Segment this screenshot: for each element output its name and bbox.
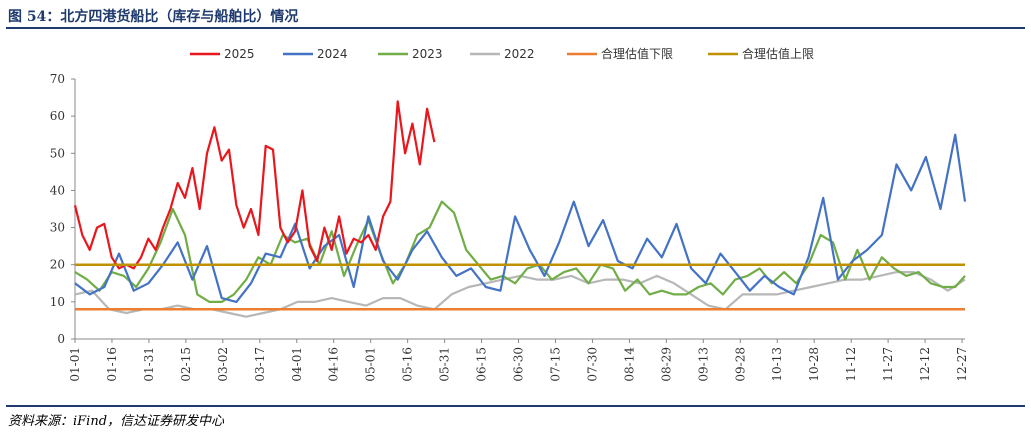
legend-label: 合理估值上限 bbox=[742, 46, 814, 61]
figure-title: 图 54：北方四港货船比（库存与船舶比）情况 bbox=[8, 9, 299, 25]
y-tick-label: 30 bbox=[50, 221, 65, 235]
title-rule bbox=[6, 27, 1025, 29]
source-note: 资料来源：iFind，信达证券研发中心 bbox=[8, 414, 225, 429]
x-tick-label: 04-01 bbox=[290, 347, 304, 382]
source-rule bbox=[6, 405, 1025, 407]
x-tick-label: 08-14 bbox=[622, 347, 636, 382]
y-tick-label: 70 bbox=[50, 72, 65, 86]
legend-label: 2024 bbox=[317, 47, 348, 61]
x-tick-label: 05-16 bbox=[401, 347, 415, 382]
x-tick-label: 04-16 bbox=[327, 347, 341, 382]
x-tick-label: 03-17 bbox=[253, 347, 267, 382]
x-tick-label: 07-15 bbox=[548, 347, 562, 382]
x-tick-label: 03-02 bbox=[216, 347, 230, 382]
x-tick-label: 05-31 bbox=[438, 347, 452, 382]
x-tick-label: 10-28 bbox=[807, 347, 821, 382]
y-tick-label: 20 bbox=[50, 258, 65, 272]
y-tick-label: 60 bbox=[50, 109, 65, 123]
y-tick-label: 40 bbox=[50, 183, 65, 197]
plot-area bbox=[73, 100, 967, 318]
x-tick-label: 02-15 bbox=[179, 347, 193, 382]
series-line-2024 bbox=[74, 133, 967, 303]
x-tick-label: 11-12 bbox=[844, 347, 858, 382]
x-tick-label: 06-15 bbox=[475, 347, 489, 382]
x-tick-label: 05-01 bbox=[364, 347, 378, 382]
legend-label: 2025 bbox=[224, 47, 255, 61]
series-line-2025 bbox=[73, 100, 436, 270]
series-line-2023 bbox=[74, 200, 966, 303]
x-tick-label: 10-13 bbox=[770, 347, 784, 382]
y-axis: 0 10 20 30 40 50 60 70 bbox=[50, 72, 76, 346]
x-tick-label: 01-31 bbox=[142, 347, 156, 382]
x-tick-label: 07-30 bbox=[585, 347, 599, 382]
legend-label: 合理估值下限 bbox=[601, 46, 673, 61]
legend-label: 2022 bbox=[504, 47, 535, 61]
x-tick-label: 09-13 bbox=[696, 347, 710, 382]
x-tick-label: 12-27 bbox=[955, 347, 969, 382]
x-tick-label: 09-28 bbox=[733, 347, 747, 382]
x-tick-label: 01-16 bbox=[105, 347, 119, 382]
x-tick-label: 01-01 bbox=[68, 347, 82, 382]
x-tick-label: 12-12 bbox=[918, 347, 932, 382]
chart-legend: 2025 2024 2023 2022 合理估值下限 合理估值上限 bbox=[190, 46, 814, 61]
x-axis: 01-01 01-16 01-31 02-15 03-02 03-17 04-01 04-16… bbox=[68, 338, 969, 382]
x-tick-label: 06-30 bbox=[512, 347, 526, 382]
x-tick-label: 11-27 bbox=[881, 347, 895, 382]
y-tick-label: 0 bbox=[57, 332, 65, 346]
y-tick-label: 50 bbox=[50, 146, 65, 160]
y-tick-label: 10 bbox=[50, 295, 65, 309]
legend-label: 2023 bbox=[412, 47, 443, 61]
x-tick-label: 08-29 bbox=[659, 347, 673, 382]
